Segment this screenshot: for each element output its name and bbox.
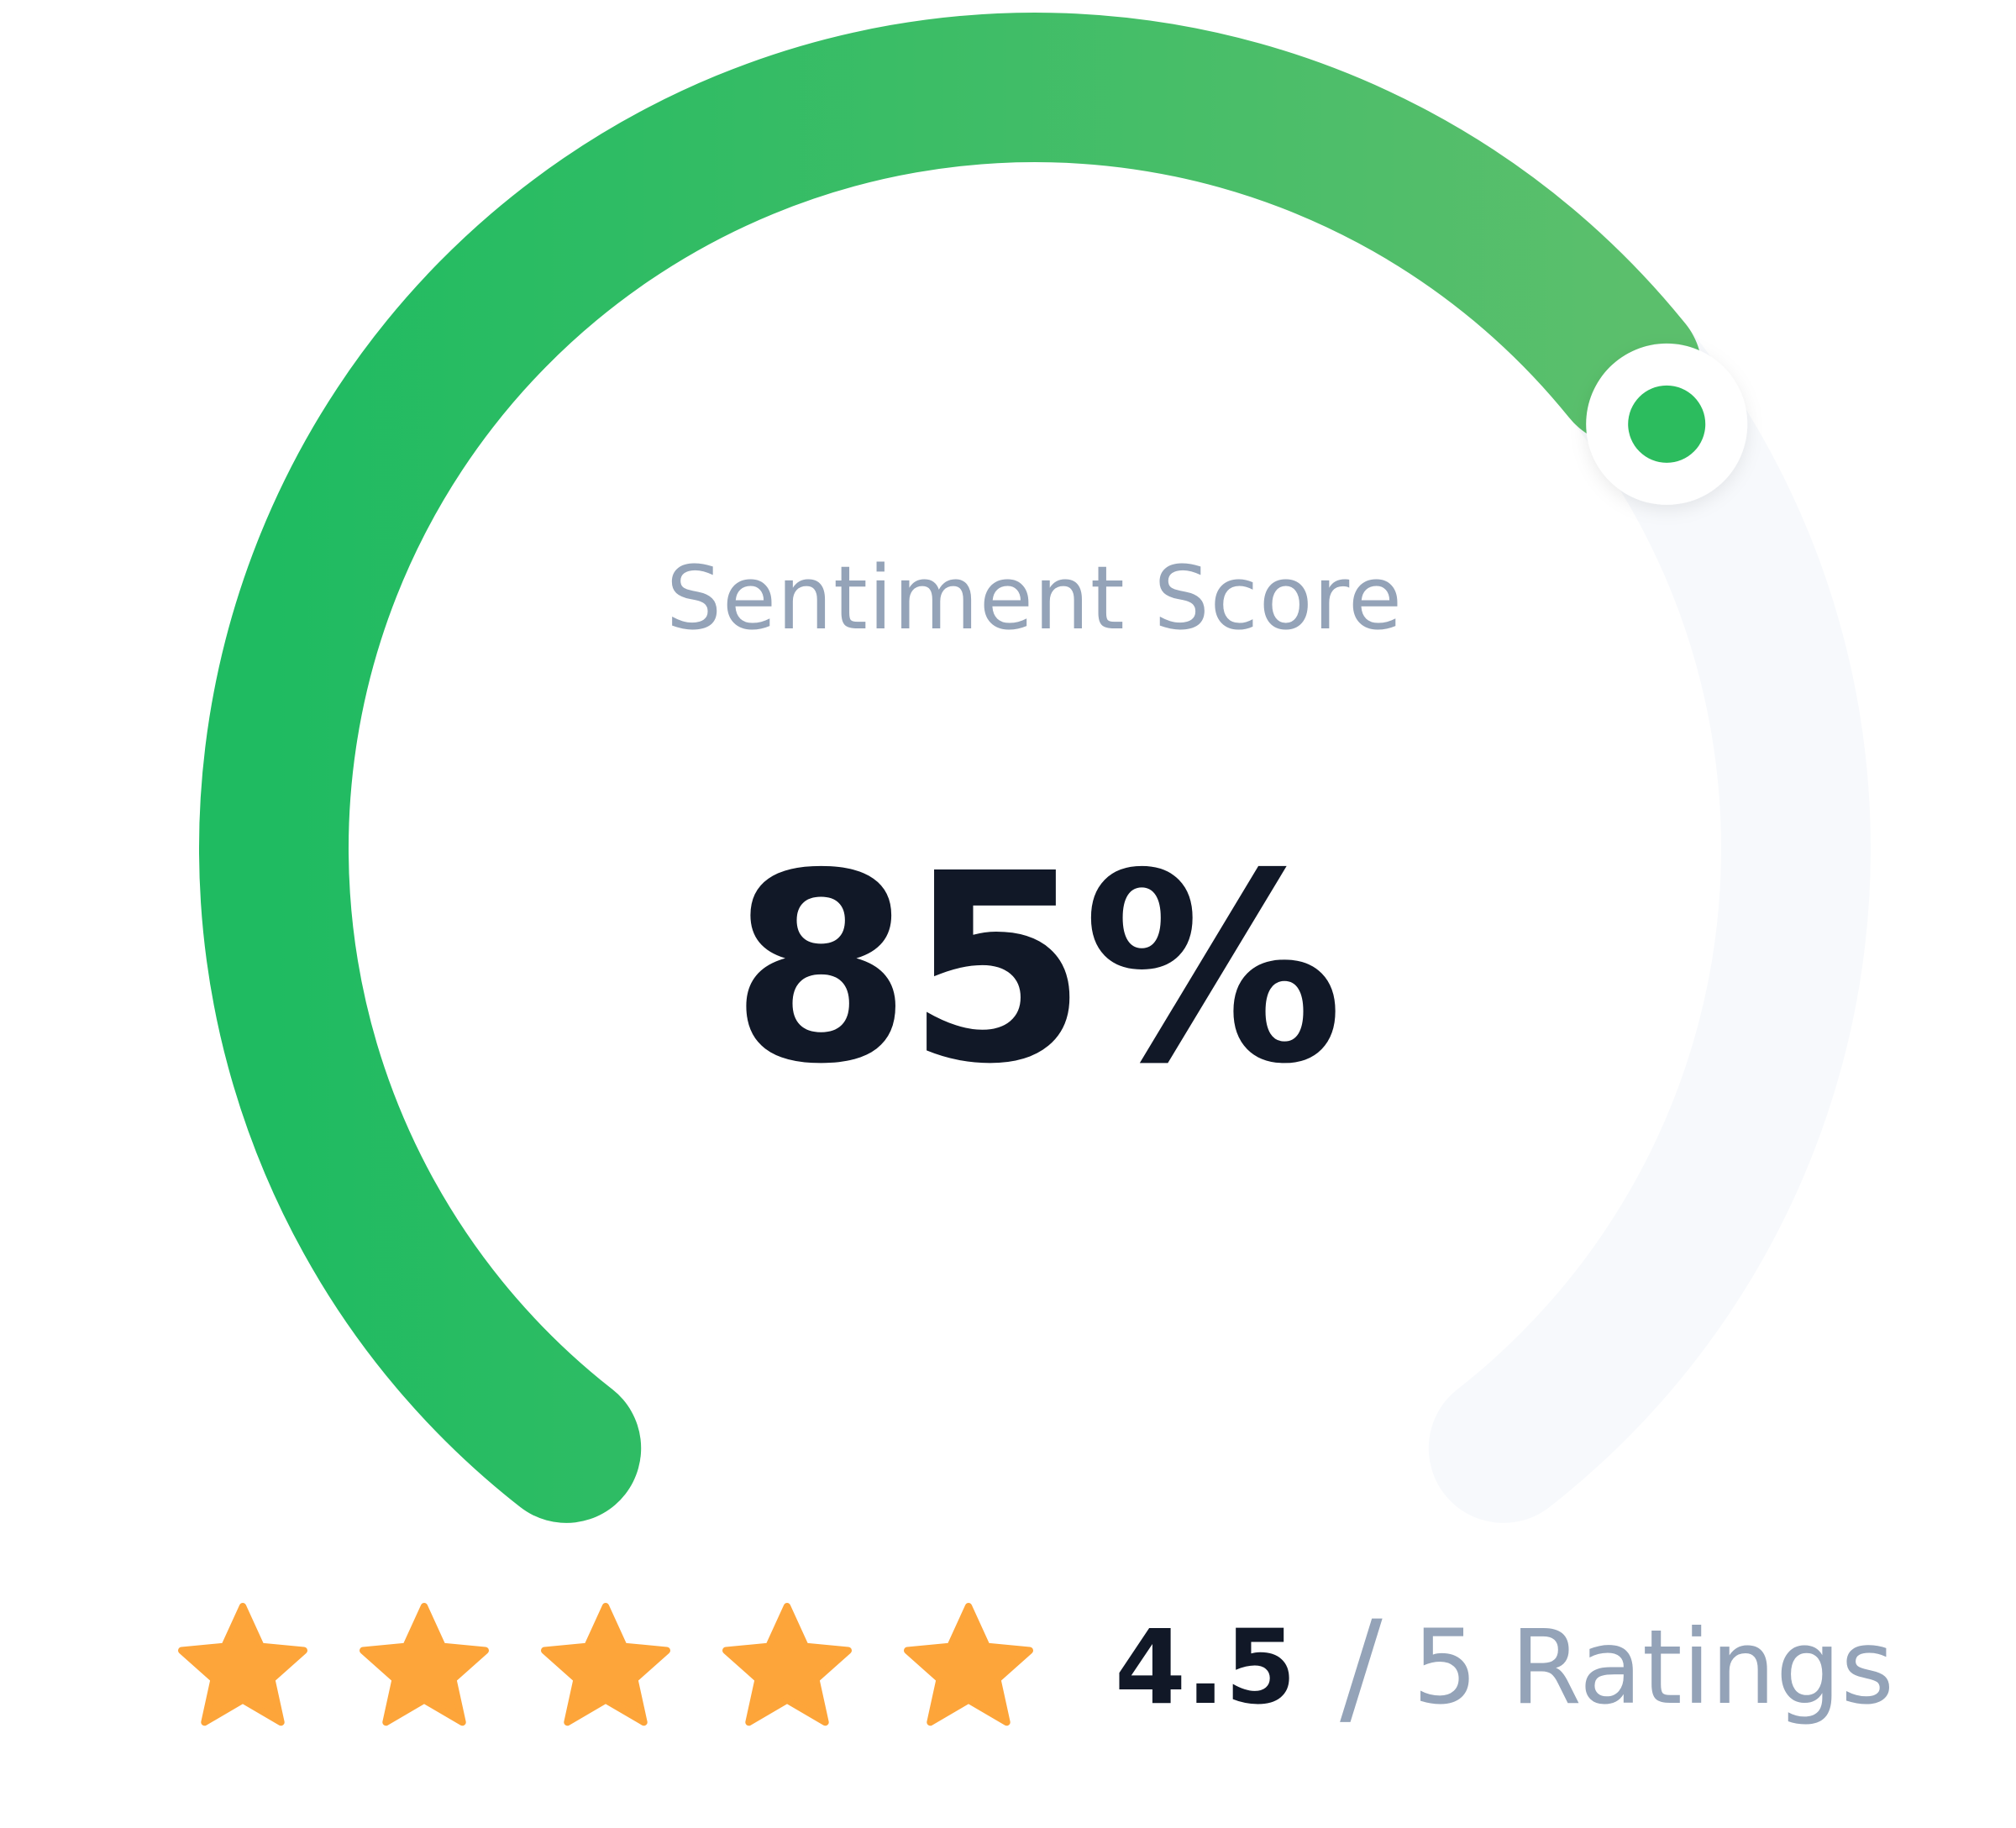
- gauge-fill-arc: [199, 12, 1703, 1523]
- rating-value: 4.5: [1115, 1608, 1297, 1727]
- star-icon: [178, 1603, 307, 1726]
- star-icon: [904, 1603, 1033, 1726]
- star-icon: [541, 1603, 670, 1726]
- gauge-label: Sentiment Score: [666, 547, 1403, 649]
- gauge-track: [1428, 296, 1871, 1523]
- gauge-knob-dot: [1628, 385, 1706, 463]
- star-icon: [360, 1603, 489, 1726]
- star-icon: [722, 1603, 852, 1726]
- rating-row: 4.5 / 5 Ratings: [172, 1592, 1894, 1743]
- rating-total-label: 5 Ratings: [1412, 1608, 1894, 1727]
- gauge-value: 85%: [730, 818, 1343, 1121]
- gauge-knob[interactable]: [1586, 343, 1748, 505]
- rating-stars: [172, 1597, 1039, 1738]
- rating-separator: /: [1340, 1594, 1383, 1741]
